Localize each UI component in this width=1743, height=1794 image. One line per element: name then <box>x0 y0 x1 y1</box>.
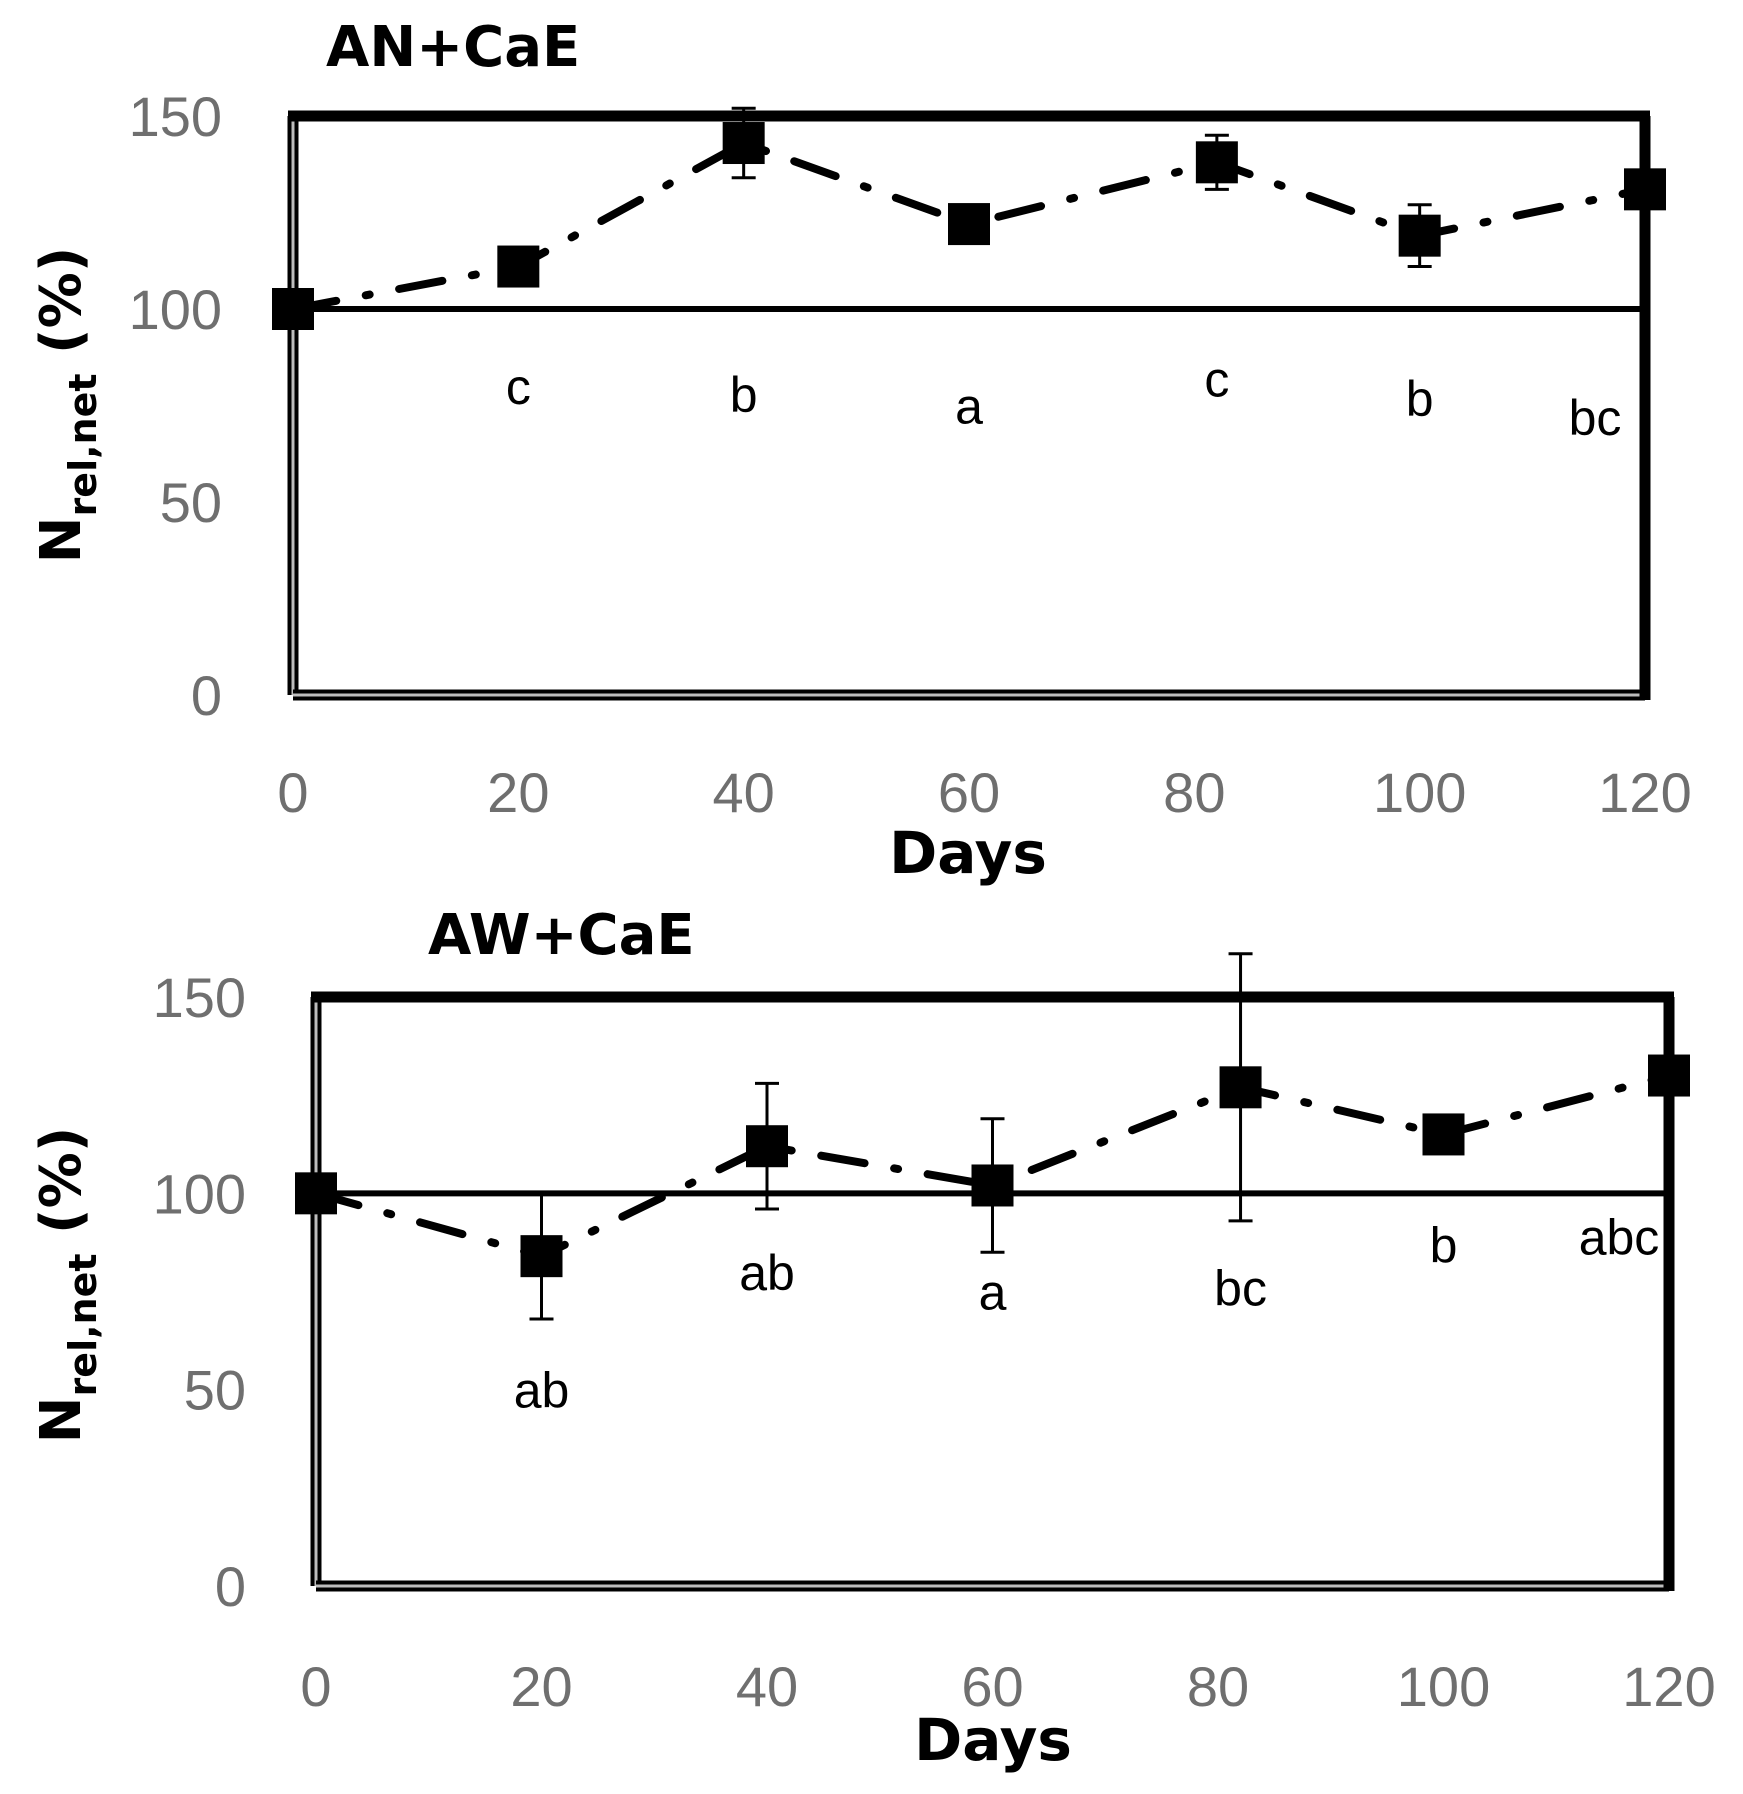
y-axis-label: Nrel,net (%) <box>29 247 105 564</box>
y-tick-label: 0 <box>191 664 222 727</box>
x-tick-label: 120 <box>1598 761 1691 824</box>
y-tick-label: 100 <box>153 1162 246 1225</box>
significance-letter: c <box>506 359 531 415</box>
significance-letter: abc <box>1579 1210 1660 1266</box>
y-axis-label-subscript: rel,net <box>61 373 105 516</box>
significance-letter: b <box>1406 371 1434 427</box>
significance-letter: bc <box>1214 1261 1267 1317</box>
x-tick-label: 100 <box>1397 1655 1490 1718</box>
data-point <box>520 1235 563 1278</box>
significance-letter: a <box>979 1265 1007 1321</box>
significance-letter: bc <box>1569 390 1622 446</box>
x-tick-label: 20 <box>487 761 549 824</box>
x-tick-label: 100 <box>1373 761 1466 824</box>
data-point <box>1624 168 1666 211</box>
significance-letter: ab <box>514 1363 570 1419</box>
data-point <box>746 1125 788 1168</box>
y-tick-label: 100 <box>129 278 222 341</box>
data-point <box>1422 1113 1465 1156</box>
significance-letter: b <box>1430 1217 1458 1273</box>
x-axis-label: Days <box>914 1706 1072 1774</box>
x-tick-label: 80 <box>1163 761 1225 824</box>
data-point <box>1219 1066 1262 1109</box>
data-point <box>295 1172 337 1215</box>
y-axis-label-main: N <box>29 1396 94 1443</box>
x-tick-label: 60 <box>938 761 1000 824</box>
x-axis-label: Days <box>889 819 1047 887</box>
data-point <box>948 203 990 246</box>
y-tick-label: 150 <box>153 966 246 1029</box>
y-axis-label-unit: (%) <box>29 247 94 374</box>
data-point <box>1195 141 1238 184</box>
x-tick-label: 0 <box>277 761 308 824</box>
x-tick-label: 40 <box>713 761 775 824</box>
data-point <box>971 1164 1014 1207</box>
y-axis-label-unit: (%) <box>29 1127 94 1254</box>
y-axis-label-subscript: rel,net <box>61 1253 105 1396</box>
data-point <box>1398 214 1441 257</box>
x-tick-label: 60 <box>961 1655 1023 1718</box>
chart-title: AW+CaE <box>428 903 695 968</box>
data-point <box>272 288 314 330</box>
x-tick-label: 120 <box>1622 1655 1715 1718</box>
y-tick-label: 50 <box>184 1359 246 1422</box>
y-axis-label: Nrel,net (%) <box>29 1127 105 1444</box>
x-tick-label: 0 <box>300 1655 331 1718</box>
data-point <box>1648 1054 1690 1097</box>
significance-letter: ab <box>739 1245 795 1301</box>
x-tick-label: 20 <box>510 1655 572 1718</box>
data-point <box>722 122 765 165</box>
significance-letter: c <box>1204 351 1229 407</box>
y-tick-label: 150 <box>129 85 222 148</box>
x-tick-label: 40 <box>736 1655 798 1718</box>
x-tick-label: 80 <box>1187 1655 1249 1718</box>
y-axis-label-main: N <box>29 516 94 563</box>
data-point <box>497 245 540 288</box>
significance-letter: b <box>730 367 758 423</box>
chart-title: AN+CaE <box>326 15 580 80</box>
significance-letter: a <box>955 379 983 435</box>
chart-panel-1: AN+CaE 0 50 100 150 0 20 40 60 80 100 120 Days Nrel,n… <box>29 15 1692 887</box>
chart-panel-2: AW+CaE 0 50 100 150 0 20 40 60 80 100 120 Days Nrel,n… <box>29 903 1716 1774</box>
y-tick-label: 50 <box>160 471 222 534</box>
y-tick-label: 0 <box>215 1555 246 1618</box>
